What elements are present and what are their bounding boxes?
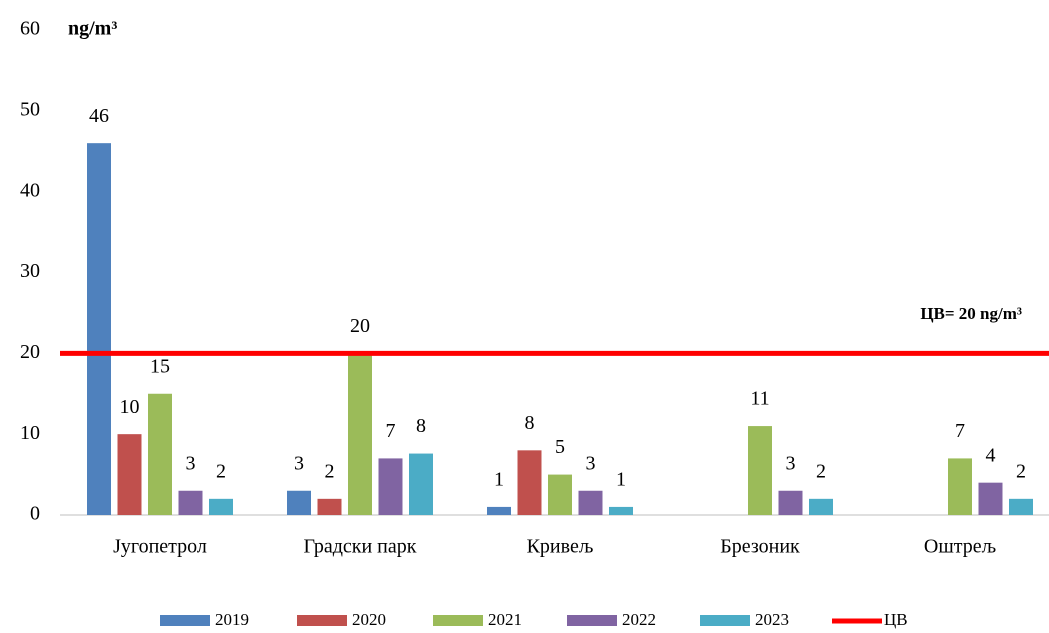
data-label: 46	[89, 105, 109, 127]
legend-swatch	[433, 615, 483, 626]
bar	[87, 143, 111, 515]
data-label: 3	[186, 452, 196, 474]
data-label: 2	[816, 460, 826, 482]
data-label: 8	[525, 412, 535, 434]
bar	[287, 490, 311, 515]
bar	[748, 426, 772, 515]
data-label: 2	[1016, 460, 1026, 482]
bar	[578, 490, 603, 515]
legend-swatch	[297, 615, 347, 626]
data-label: 11	[750, 388, 769, 410]
annotation: ЦВ= 20 ng/m³	[920, 304, 1022, 323]
data-label: 20	[350, 315, 370, 337]
data-label: 7	[955, 420, 965, 442]
bar	[978, 482, 1003, 515]
bar	[409, 453, 433, 515]
data-label: 3	[294, 452, 304, 474]
bar	[209, 498, 233, 515]
y-unit: ng/m³	[68, 18, 117, 40]
data-label: 5	[555, 436, 565, 458]
y-tick-label: 40	[20, 179, 40, 201]
bar	[809, 498, 833, 515]
bar	[378, 458, 403, 515]
data-label: 1	[616, 469, 626, 491]
data-label: 2	[216, 460, 226, 482]
y-tick-label: 30	[20, 260, 40, 282]
bar	[348, 353, 372, 515]
x-tick-label: Брезоник	[720, 536, 800, 558]
data-label: 3	[786, 452, 796, 474]
legend-label: 2019	[215, 610, 249, 629]
legend-label: 2020	[352, 610, 386, 629]
bar	[1009, 498, 1033, 515]
y-tick-label: 50	[20, 98, 40, 120]
legend-swatch	[160, 615, 210, 626]
data-label: 7	[386, 420, 396, 442]
bar	[178, 490, 203, 515]
bar	[487, 506, 511, 515]
legend-swatch	[567, 615, 617, 626]
legend-swatch	[700, 615, 750, 626]
legend-label: 2023	[755, 610, 789, 629]
data-label: 1	[494, 469, 504, 491]
bar	[778, 490, 803, 515]
data-label: 15	[150, 355, 170, 377]
legend-label: 2021	[488, 610, 522, 629]
y-tick-label: 10	[20, 422, 40, 444]
data-label: 3	[586, 452, 596, 474]
data-label: 10	[120, 396, 140, 418]
x-tick-label: Оштрељ	[924, 536, 996, 558]
legend-label: 2022	[622, 610, 656, 629]
y-tick-label: 60	[20, 18, 40, 40]
data-label: 8	[416, 415, 426, 437]
x-tick-label: Градски парк	[304, 536, 417, 558]
y-tick-label: 0	[30, 503, 40, 525]
x-tick-label: Кривељ	[527, 536, 594, 558]
y-tick-label: 20	[20, 341, 40, 363]
data-label: 4	[986, 444, 996, 466]
bar	[148, 393, 172, 515]
x-tick-label: Југопетрол	[113, 536, 207, 558]
bar	[948, 458, 972, 515]
data-label: 2	[325, 460, 335, 482]
bar	[117, 434, 142, 515]
bar	[609, 506, 633, 515]
legend-label: ЦВ	[884, 610, 908, 629]
bar	[317, 498, 342, 515]
bar	[548, 474, 572, 515]
bar	[517, 450, 542, 515]
